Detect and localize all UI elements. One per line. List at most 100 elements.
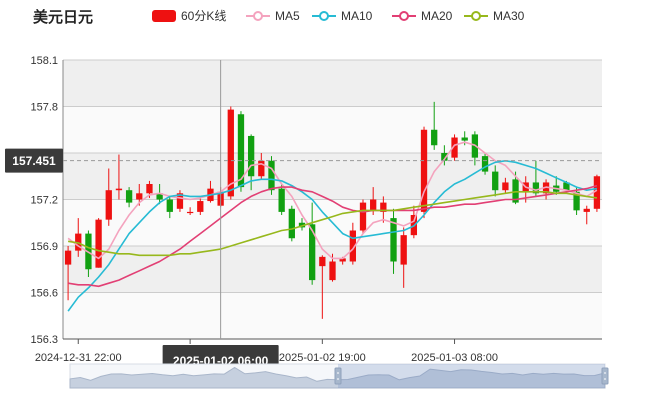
candle[interactable] <box>431 101 438 150</box>
candle-body <box>329 261 336 281</box>
candle[interactable] <box>95 218 102 268</box>
candle[interactable] <box>492 165 499 197</box>
candle-body <box>268 160 275 191</box>
candle-body <box>441 153 448 161</box>
crosshair-y-label: 157.451 <box>5 148 63 173</box>
candle-body <box>502 182 509 191</box>
candle[interactable] <box>105 168 112 226</box>
legend[interactable]: 60分K线 MA5 MA10 MA20 MA30 <box>152 9 525 23</box>
candle[interactable] <box>176 190 184 212</box>
ma5-line <box>67 141 598 260</box>
candle[interactable] <box>258 153 265 180</box>
candle-body <box>309 224 316 281</box>
candle-body <box>593 176 601 209</box>
slider-selection[interactable] <box>338 364 605 388</box>
candle-body <box>573 191 580 211</box>
ma-lines <box>67 141 598 312</box>
candle-body <box>400 235 407 265</box>
legend-item-60分k线[interactable]: 60分K线 <box>152 9 226 23</box>
candle[interactable] <box>186 207 194 215</box>
candle-body <box>512 179 519 203</box>
candle[interactable] <box>380 196 387 223</box>
candle-body <box>532 182 540 194</box>
candle[interactable] <box>166 196 173 219</box>
slider-handle-grip <box>601 367 609 385</box>
zoom-slider[interactable] <box>69 363 609 389</box>
candle[interactable] <box>593 174 601 212</box>
candle-body <box>288 208 295 239</box>
candle[interactable] <box>573 187 580 215</box>
slider-overview <box>69 366 606 389</box>
candle-body <box>125 190 133 203</box>
candle[interactable] <box>278 184 285 215</box>
legend-label: MA5 <box>275 9 300 23</box>
y-tick-label: 156.9 <box>30 241 58 253</box>
candle-body <box>319 256 326 267</box>
candle-body <box>431 129 438 146</box>
candle-body <box>563 182 570 191</box>
x-tick-label: 2025-01-02 19:00 <box>279 352 366 364</box>
candle[interactable] <box>288 205 295 242</box>
legend-swatch <box>152 10 176 22</box>
candle-body <box>115 188 123 191</box>
candle[interactable] <box>309 202 316 285</box>
candle-body <box>247 135 255 177</box>
crosshair-y-box <box>5 148 63 173</box>
candle-body <box>380 202 387 212</box>
candle-body <box>227 109 234 197</box>
crosshair-y-value: 157.451 <box>12 154 56 168</box>
candle-body <box>390 218 397 262</box>
candle-body <box>370 199 377 211</box>
candle-body <box>278 188 285 212</box>
candle[interactable] <box>583 205 590 225</box>
slider-handle-left[interactable] <box>334 367 342 385</box>
legend-swatch <box>471 11 481 21</box>
ma10-line <box>67 160 598 312</box>
x-tick-label: 2024-12-31 22:00 <box>35 352 122 364</box>
legend-label: 60分K线 <box>181 9 226 23</box>
candle-body <box>95 219 102 268</box>
candle-body <box>583 208 590 212</box>
legend-item-ma30[interactable]: MA30 <box>464 9 525 23</box>
candle[interactable] <box>359 199 367 234</box>
candle[interactable] <box>125 187 133 208</box>
candle-body <box>156 193 163 200</box>
candles[interactable] <box>64 101 601 319</box>
slider-handle-right[interactable] <box>601 367 609 385</box>
legend-swatch <box>319 11 329 21</box>
candle-body <box>237 114 245 188</box>
x-axis: 2024-12-31 22:00 2025-01-02 19:00 2025-01-… <box>35 338 602 364</box>
candle[interactable] <box>502 177 509 194</box>
candle-body <box>176 193 184 209</box>
y-tick-label: 157.2 <box>30 195 58 207</box>
candle[interactable] <box>400 227 407 288</box>
candle-body <box>146 184 153 194</box>
candle[interactable] <box>197 196 204 215</box>
legend-item-ma5[interactable]: MA5 <box>246 9 300 23</box>
candle-body <box>105 190 112 220</box>
candle[interactable] <box>441 145 448 166</box>
y-tick-label: 158.1 <box>30 55 58 67</box>
candle[interactable] <box>115 154 123 200</box>
candle[interactable] <box>481 153 489 175</box>
legend-item-ma10[interactable]: MA10 <box>312 9 373 23</box>
candle[interactable] <box>390 208 397 274</box>
candle[interactable] <box>319 255 326 319</box>
candle-body <box>339 258 346 262</box>
x-tick-label: 2025-01-03 08:00 <box>411 352 498 364</box>
candle-body <box>136 193 143 200</box>
candle[interactable] <box>349 222 356 265</box>
ma30-line <box>67 191 598 257</box>
legend-item-ma20[interactable]: MA20 <box>392 9 453 23</box>
plot-band <box>63 60 602 107</box>
plot-band <box>63 292 602 339</box>
candle-body <box>451 137 458 158</box>
candle-body <box>197 201 204 212</box>
y-tick-label: 156.6 <box>30 288 58 300</box>
candle[interactable] <box>64 246 72 301</box>
candle[interactable] <box>451 134 458 161</box>
legend-label: MA30 <box>493 9 525 23</box>
candle[interactable] <box>420 126 428 219</box>
